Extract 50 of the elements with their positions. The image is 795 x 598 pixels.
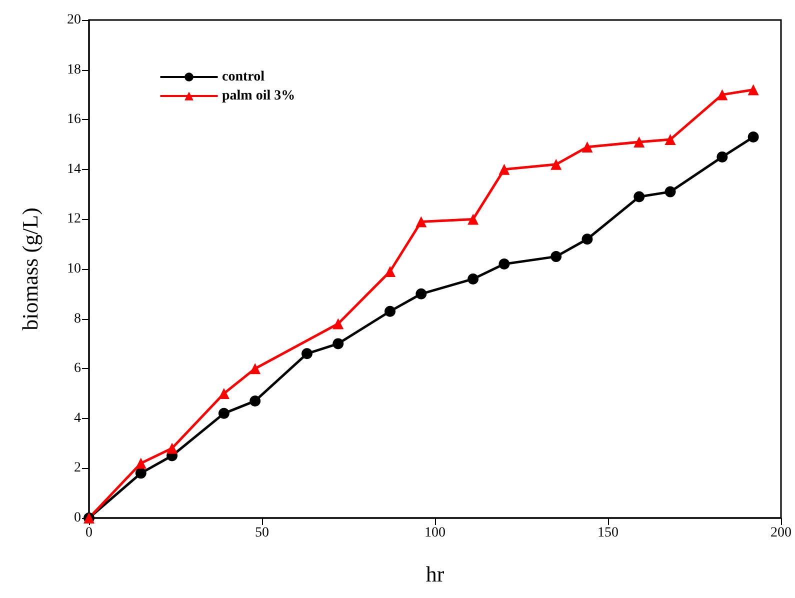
point (332, 318, 344, 330)
point (498, 258, 510, 270)
point (166, 442, 178, 454)
point (550, 158, 562, 170)
point (582, 234, 593, 245)
y-tick-label: 6 (74, 361, 81, 376)
y-tick-label: 16 (67, 112, 81, 128)
point (250, 395, 261, 406)
y-tick-label: 2 (74, 460, 81, 476)
point (748, 132, 759, 143)
x-tick-label: 200 (770, 526, 792, 540)
point (634, 191, 645, 202)
x-axis-title: hr (426, 562, 445, 586)
point (218, 408, 230, 419)
point (468, 214, 479, 225)
point (550, 251, 562, 262)
point (716, 151, 728, 162)
y-tick-label: 10 (67, 262, 81, 276)
x-tick-label: 100 (424, 526, 446, 540)
point (498, 164, 510, 175)
point (416, 216, 427, 228)
y-axis-title: biomass (g/L) (18, 208, 42, 330)
point (250, 363, 261, 374)
point (664, 134, 676, 146)
point (332, 338, 344, 350)
point (301, 348, 312, 360)
y-tick-label: 14 (67, 162, 81, 177)
x-tick-label: 0 (86, 526, 92, 540)
y-tick-label: 0 (74, 510, 81, 526)
point (716, 89, 728, 100)
x-tick-label: 50 (255, 526, 269, 540)
point (634, 136, 645, 148)
y-tick-label: 18 (67, 62, 81, 78)
point (384, 266, 396, 277)
point (135, 458, 146, 469)
x-tick-label: 150 (598, 526, 618, 540)
y-tick-label: 20 (67, 12, 81, 28)
y-tick-label: 8 (74, 311, 81, 326)
y-tick-label: 4 (74, 410, 81, 426)
point (218, 388, 230, 399)
y-tick-label: 12 (67, 212, 81, 227)
point (468, 273, 479, 284)
point (748, 84, 759, 96)
point (416, 288, 427, 300)
point (384, 306, 396, 317)
legend-label: palm oil 3% (222, 88, 296, 104)
point (135, 468, 146, 479)
legend-label: control (222, 70, 265, 84)
point (582, 141, 593, 152)
point (664, 186, 676, 198)
